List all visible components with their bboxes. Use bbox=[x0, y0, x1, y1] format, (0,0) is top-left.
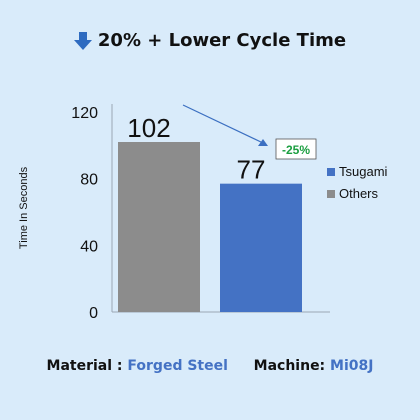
trend-arrow-head bbox=[258, 139, 268, 146]
legend-swatch bbox=[327, 190, 335, 198]
y-axis-title: Time In Seconds bbox=[18, 166, 30, 249]
annotation-box bbox=[275, 138, 317, 160]
machine-value: Mi08J bbox=[330, 358, 374, 374]
legend-label: Tsugami bbox=[339, 164, 388, 179]
y-tick-label: 80 bbox=[80, 172, 98, 189]
material-label: Material : bbox=[46, 358, 123, 374]
title-text: 20% + Lower Cycle Time bbox=[97, 30, 347, 51]
annotation: -25% bbox=[182, 104, 317, 160]
data-labels: 102 77 bbox=[127, 113, 265, 185]
material-value: Forged Steel bbox=[127, 358, 228, 374]
trend-arrow-line bbox=[182, 104, 264, 144]
bar-tsugami bbox=[220, 183, 302, 312]
annotation-text: -25% bbox=[282, 143, 310, 157]
bars bbox=[118, 142, 302, 312]
machine-label: Machine: bbox=[253, 358, 326, 374]
y-tick-label: 0 bbox=[89, 305, 98, 322]
y-tick-label: 40 bbox=[80, 238, 98, 255]
legend-label: Others bbox=[339, 186, 379, 201]
chart-title: 20% + Lower Cycle Time bbox=[0, 30, 420, 51]
legend: Tsugami Others bbox=[327, 164, 388, 201]
data-label: 102 bbox=[127, 113, 170, 143]
y-tick-label: 120 bbox=[71, 105, 98, 122]
legend-swatch bbox=[327, 168, 335, 176]
bar-others bbox=[118, 142, 200, 312]
data-label: 77 bbox=[237, 155, 266, 185]
arrow-down-icon bbox=[73, 31, 92, 50]
footer: Material : Forged Steel Machine: Mi08J bbox=[0, 358, 420, 374]
